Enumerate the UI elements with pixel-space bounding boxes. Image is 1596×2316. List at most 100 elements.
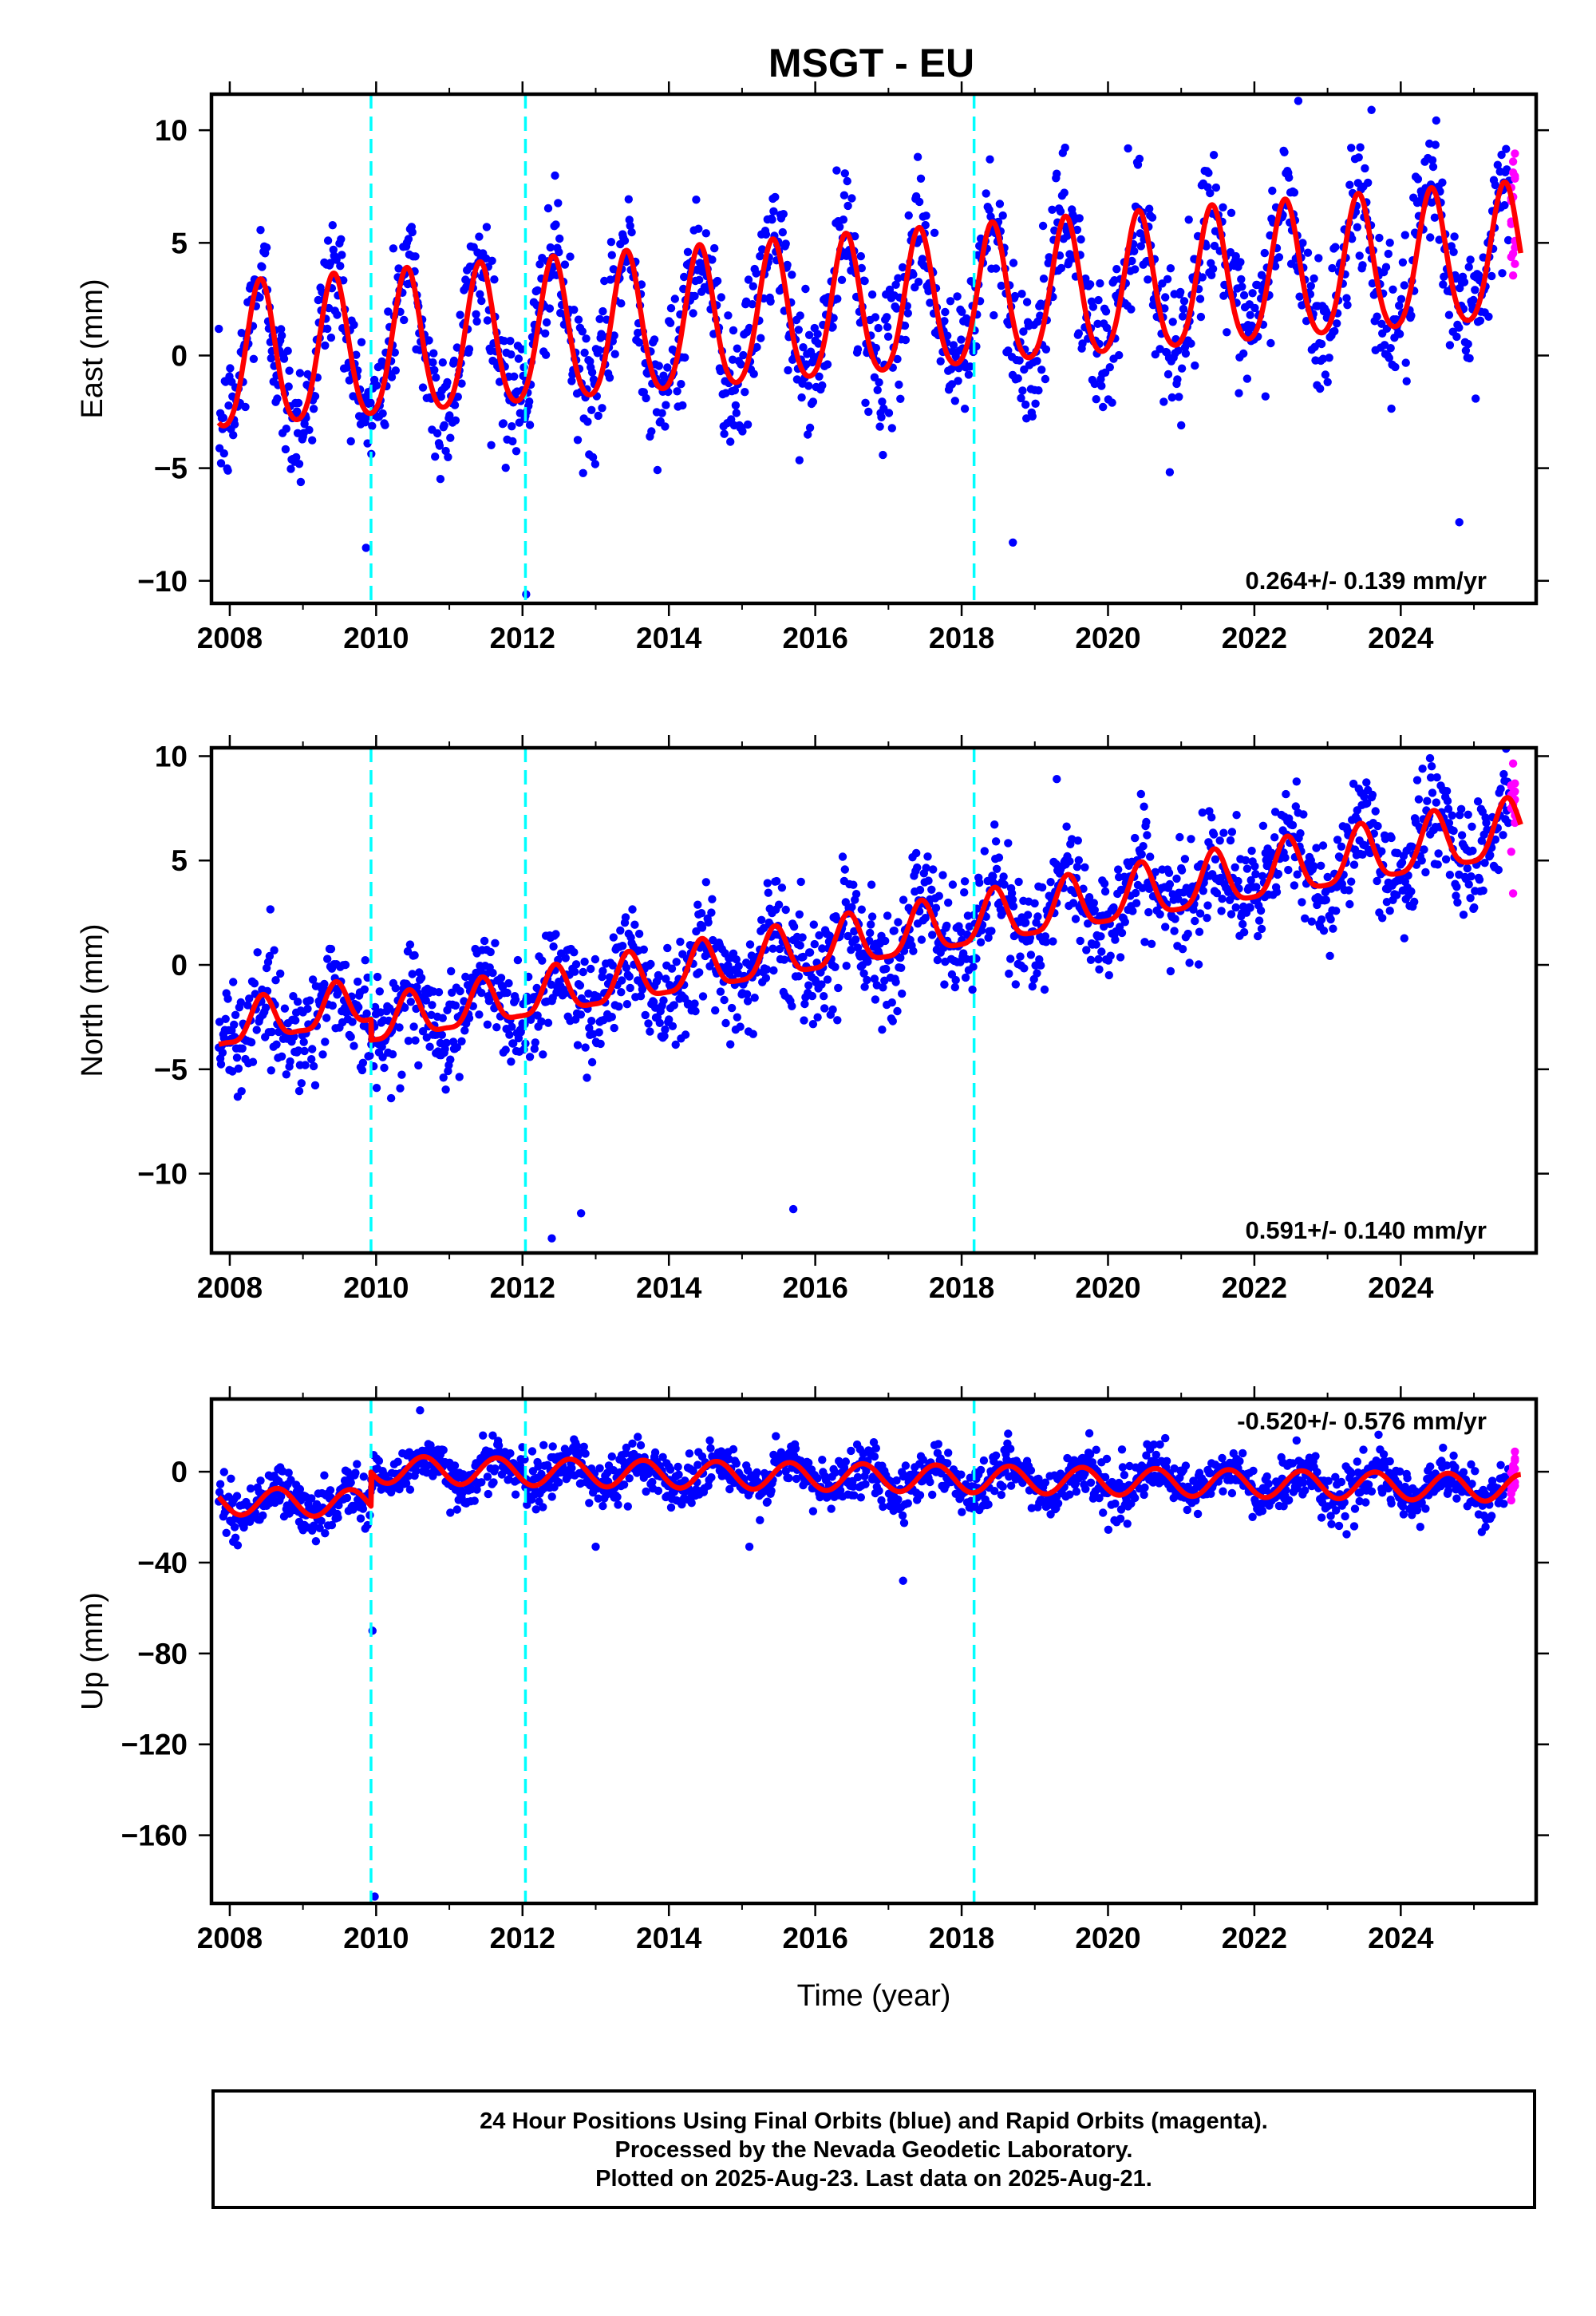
final-orbit-point — [595, 1464, 604, 1473]
final-orbit-point — [1145, 204, 1154, 213]
final-orbit-point — [1211, 855, 1220, 864]
final-orbit-point — [446, 1508, 455, 1517]
final-orbit-point — [937, 1469, 946, 1478]
final-orbit-point — [687, 1499, 696, 1508]
final-orbit-point — [1292, 777, 1302, 786]
final-orbit-point — [1132, 899, 1141, 907]
final-orbit-point — [425, 336, 433, 345]
final-orbit-point — [1178, 945, 1187, 954]
final-orbit-point — [893, 1006, 902, 1016]
final-orbit-point — [215, 1480, 225, 1488]
final-orbit-point — [1236, 258, 1245, 267]
final-orbit-point — [1431, 140, 1440, 149]
final-orbit-point — [892, 304, 901, 313]
final-orbit-point — [1246, 310, 1254, 319]
final-orbit-point — [1004, 346, 1013, 355]
outlier-point — [1455, 518, 1464, 527]
final-orbit-point — [318, 1050, 327, 1059]
final-orbit-point — [1099, 1508, 1108, 1517]
final-orbit-point — [1373, 876, 1381, 886]
final-orbit-point — [262, 243, 271, 252]
x-tick-label: 2014 — [636, 622, 702, 654]
final-orbit-point — [350, 1041, 358, 1050]
final-orbit-point — [1075, 214, 1084, 223]
final-orbit-point — [1407, 311, 1416, 320]
final-orbit-point — [326, 944, 336, 954]
final-orbit-point — [312, 1500, 322, 1509]
final-orbit-point — [512, 447, 521, 456]
final-orbit-point — [960, 888, 969, 897]
final-orbit-point — [282, 425, 290, 433]
final-orbit-point — [223, 994, 232, 1003]
final-orbit-point — [1328, 263, 1337, 273]
final-orbit-point — [990, 820, 999, 829]
final-orbit-point — [849, 1482, 858, 1491]
final-orbit-point — [1452, 332, 1461, 342]
final-orbit-point — [1181, 1461, 1191, 1470]
final-orbit-point — [258, 263, 267, 271]
final-orbit-point — [1299, 810, 1308, 819]
final-orbit-point — [1284, 865, 1293, 875]
final-orbit-point — [610, 1023, 618, 1033]
final-orbit-point — [1131, 265, 1140, 274]
final-orbit-point — [359, 1472, 368, 1481]
final-orbit-point — [706, 1444, 715, 1452]
final-orbit-point — [1178, 312, 1187, 321]
final-orbit-point — [739, 350, 748, 360]
final-orbit-point — [1239, 349, 1248, 358]
final-orbit-point — [934, 1440, 943, 1448]
final-orbit-point — [360, 985, 369, 994]
final-orbit-point — [1049, 937, 1057, 946]
final-orbit-point — [1471, 286, 1479, 294]
final-orbit-point — [726, 1040, 735, 1049]
final-orbit-point — [840, 865, 850, 874]
final-orbit-point — [936, 357, 945, 366]
final-orbit-point — [909, 947, 918, 955]
final-orbit-point — [681, 353, 689, 362]
final-orbit-point — [1023, 911, 1033, 919]
final-orbit-point — [1053, 1499, 1063, 1508]
final-orbit-point — [1093, 319, 1102, 328]
final-orbit-point — [541, 350, 551, 359]
final-orbit-point — [488, 256, 496, 265]
final-orbit-point — [357, 338, 366, 346]
final-orbit-point — [1013, 374, 1022, 383]
final-orbit-point — [1494, 865, 1503, 875]
final-orbit-point — [673, 387, 681, 396]
final-orbit-point — [836, 223, 844, 231]
final-orbit-point — [1142, 1451, 1151, 1460]
final-orbit-point — [591, 460, 600, 468]
final-orbit-point — [894, 1495, 903, 1504]
final-orbit-point — [1080, 1469, 1089, 1478]
y-axis-label: North (mm) — [76, 923, 109, 1077]
final-orbit-point — [418, 383, 428, 392]
final-orbit-point — [698, 992, 708, 1001]
final-orbit-point — [1102, 1454, 1112, 1464]
final-orbit-point — [326, 333, 336, 342]
final-orbit-point — [261, 1003, 271, 1012]
final-orbit-point — [1482, 818, 1491, 828]
final-orbit-point — [396, 1084, 405, 1093]
final-orbit-point — [477, 296, 486, 306]
final-orbit-point — [666, 1503, 676, 1512]
y-tick-label: −5 — [154, 1053, 188, 1086]
final-orbit-point — [794, 972, 803, 981]
final-orbit-point — [989, 871, 998, 881]
final-orbit-point — [292, 453, 301, 462]
final-orbit-point — [729, 1445, 738, 1454]
final-orbit-point — [1156, 1440, 1164, 1449]
final-orbit-point — [1009, 902, 1018, 911]
final-orbit-point — [1034, 1474, 1043, 1484]
final-orbit-point — [870, 1452, 879, 1461]
final-orbit-point — [1123, 1520, 1132, 1528]
final-orbit-point — [781, 1467, 790, 1476]
final-orbit-point — [555, 1478, 563, 1487]
final-orbit-point — [1318, 841, 1328, 850]
final-orbit-point — [1104, 970, 1114, 980]
final-orbit-point — [1096, 932, 1105, 941]
final-orbit-point — [1432, 773, 1441, 782]
final-orbit-point — [1250, 303, 1259, 313]
rapid-orbit-point — [1511, 174, 1519, 183]
final-orbit-point — [539, 1050, 547, 1059]
final-orbit-point — [804, 430, 812, 439]
